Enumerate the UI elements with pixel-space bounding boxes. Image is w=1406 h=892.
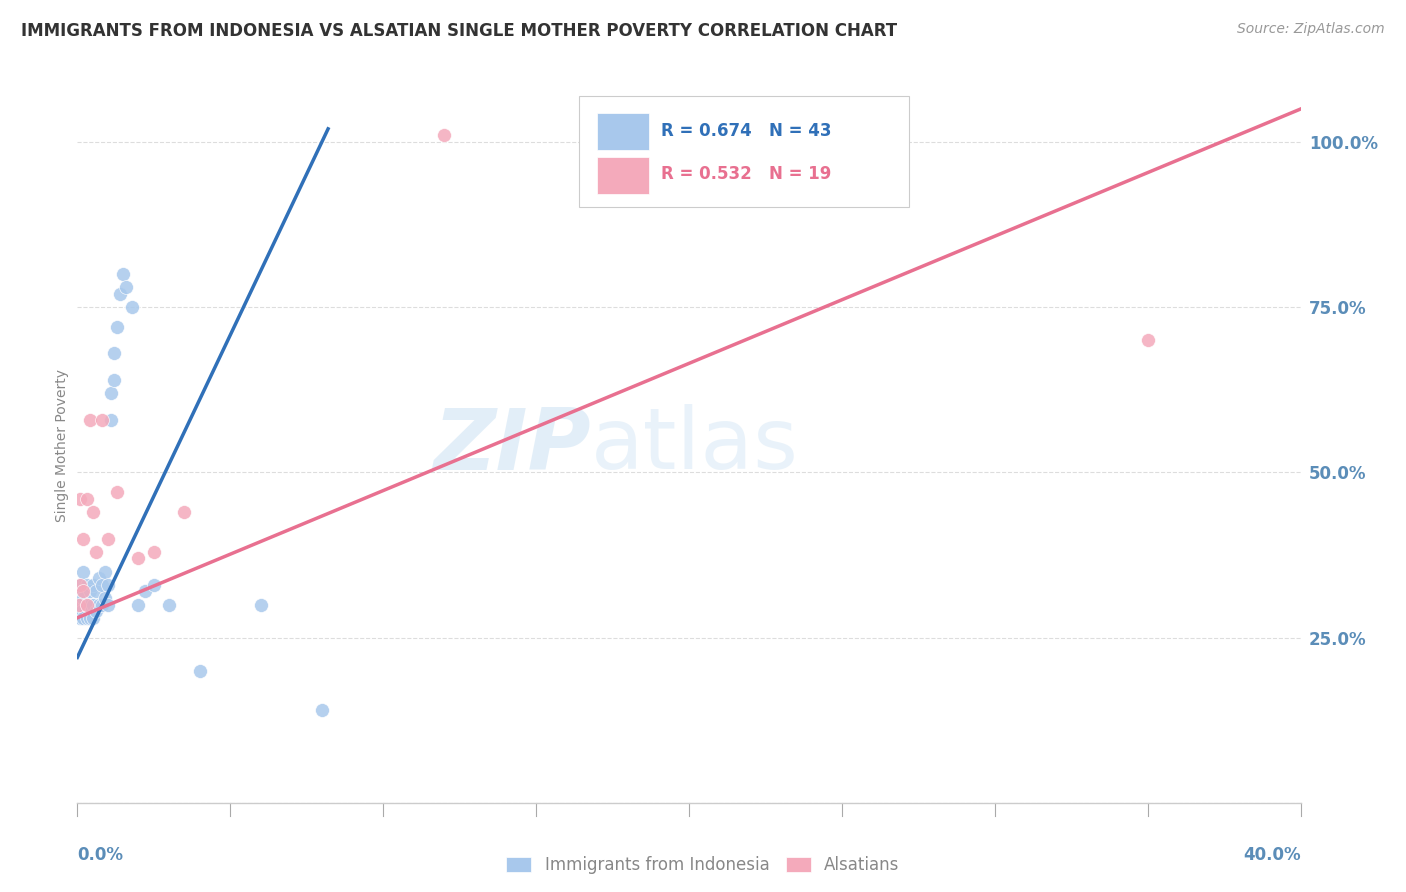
Point <box>72 565 94 579</box>
Point <box>69 578 91 592</box>
Point <box>97 578 120 592</box>
Point <box>76 598 98 612</box>
FancyBboxPatch shape <box>598 157 648 194</box>
Point <box>94 565 117 579</box>
Point <box>121 300 143 314</box>
Text: Source: ZipAtlas.com: Source: ZipAtlas.com <box>1237 22 1385 37</box>
Point <box>79 598 101 612</box>
Point <box>70 584 93 599</box>
Point <box>433 128 456 143</box>
Point <box>188 664 211 678</box>
Point <box>100 412 122 426</box>
Point <box>97 598 120 612</box>
Point <box>1136 333 1159 347</box>
Point <box>103 346 125 360</box>
Point <box>134 584 156 599</box>
Text: IMMIGRANTS FROM INDONESIA VS ALSATIAN SINGLE MOTHER POVERTY CORRELATION CHART: IMMIGRANTS FROM INDONESIA VS ALSATIAN SI… <box>21 22 897 40</box>
Point <box>105 485 128 500</box>
Point <box>90 578 112 592</box>
Point <box>84 584 107 599</box>
Point <box>97 532 120 546</box>
Text: R = 0.674   N = 43: R = 0.674 N = 43 <box>661 122 831 140</box>
Legend: Immigrants from Indonesia, Alsatians: Immigrants from Indonesia, Alsatians <box>502 851 904 880</box>
Point <box>79 611 101 625</box>
Text: 0.0%: 0.0% <box>77 846 124 863</box>
Point <box>72 591 94 605</box>
Point <box>87 598 110 612</box>
Y-axis label: Single Mother Poverty: Single Mother Poverty <box>55 369 69 523</box>
Point <box>311 703 333 717</box>
Point <box>103 373 125 387</box>
Point <box>70 604 93 618</box>
Point <box>128 551 150 566</box>
Point <box>76 491 98 506</box>
Point <box>82 598 104 612</box>
Point <box>115 280 138 294</box>
FancyBboxPatch shape <box>598 113 648 150</box>
Point <box>79 412 101 426</box>
Point <box>87 571 110 585</box>
Point <box>67 598 90 612</box>
Point <box>72 532 94 546</box>
Point <box>82 611 104 625</box>
Point <box>831 135 853 149</box>
Point <box>76 598 98 612</box>
Point <box>128 598 150 612</box>
Point <box>142 545 165 559</box>
Point <box>112 267 135 281</box>
Point <box>72 611 94 625</box>
Point <box>76 578 98 592</box>
Point <box>90 412 112 426</box>
Point <box>250 598 273 612</box>
Point <box>69 611 91 625</box>
Point <box>67 598 90 612</box>
Point <box>94 591 117 605</box>
Point <box>157 598 180 612</box>
Point <box>173 505 195 519</box>
Point <box>84 604 107 618</box>
Point <box>69 578 91 592</box>
Point <box>108 287 131 301</box>
Point <box>82 578 104 592</box>
Point <box>142 578 165 592</box>
Point <box>100 386 122 401</box>
Point <box>82 505 104 519</box>
Point <box>84 545 107 559</box>
Point <box>76 611 98 625</box>
Point <box>79 584 101 599</box>
Point <box>90 598 112 612</box>
Point <box>69 491 91 506</box>
Text: 40.0%: 40.0% <box>1243 846 1301 863</box>
Text: atlas: atlas <box>591 404 799 488</box>
Text: R = 0.532   N = 19: R = 0.532 N = 19 <box>661 165 831 184</box>
Point <box>105 320 128 334</box>
Text: ZIP: ZIP <box>433 404 591 488</box>
Point <box>72 584 94 599</box>
FancyBboxPatch shape <box>579 96 910 207</box>
